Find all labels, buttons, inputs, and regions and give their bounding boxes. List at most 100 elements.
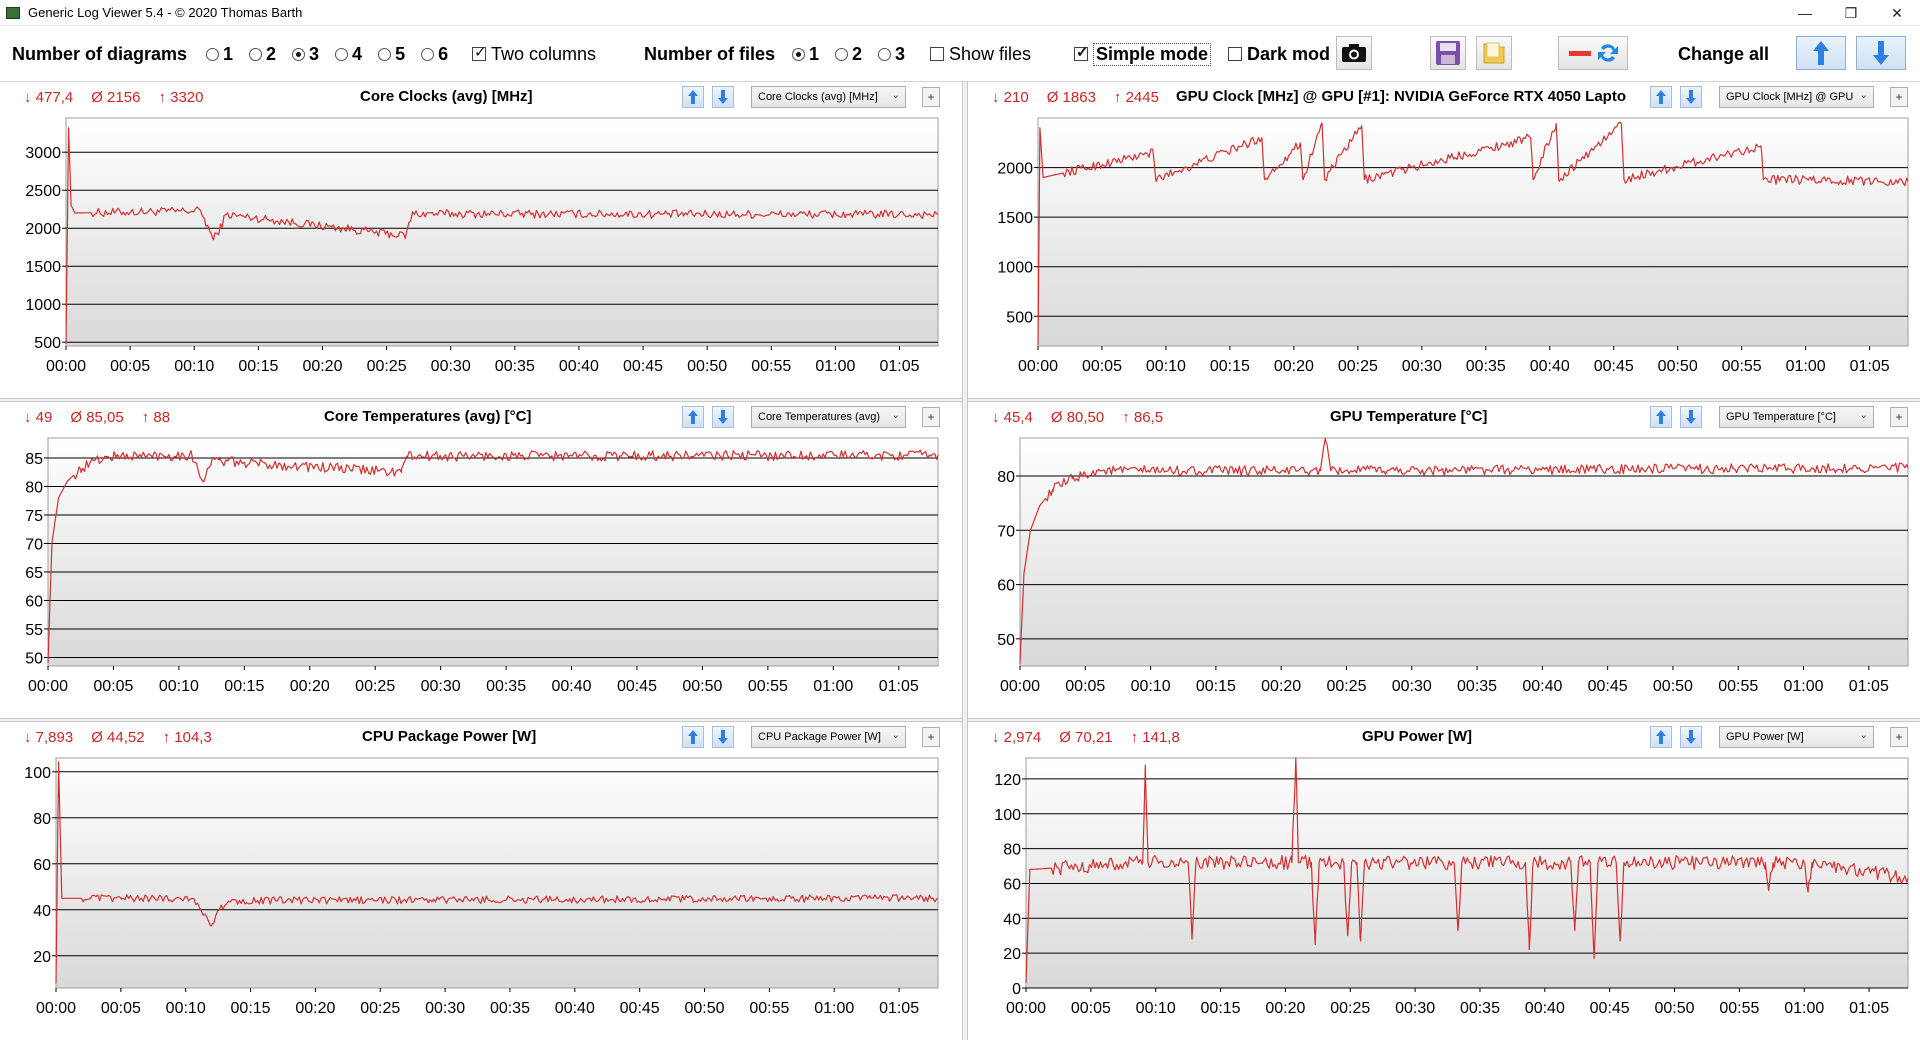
series-up-button[interactable] — [682, 406, 704, 428]
chevron-down-icon: ⌄ — [891, 410, 900, 421]
row-divider-left-2[interactable] — [0, 718, 962, 722]
series-up-button[interactable] — [1650, 86, 1672, 108]
diagrams-radio-3[interactable] — [292, 47, 306, 61]
diagrams-option-1: 1 — [223, 43, 234, 64]
stat-min-value: ↓ 7,893 — [24, 729, 74, 746]
minimize-button[interactable]: — — [1798, 5, 1812, 21]
add-series-button[interactable]: + — [1890, 87, 1908, 107]
stat-max-value: ↑ 2445 — [1113, 89, 1159, 106]
x-tick-label: 00:00 — [1006, 1000, 1046, 1017]
chevron-down-icon: ⌄ — [891, 730, 900, 741]
reset-swap-button[interactable] — [1558, 36, 1628, 70]
row-divider-right-2[interactable] — [968, 718, 1920, 722]
close-button[interactable]: ✕ — [1891, 4, 1903, 21]
stat-min-value: ↓ 45,4 — [992, 409, 1033, 426]
row-divider-left-1[interactable] — [0, 398, 962, 402]
plot-area — [1037, 117, 1909, 347]
simple-mode-checkbox[interactable] — [1074, 43, 1089, 61]
diagram-title: GPU Power [W] — [1362, 728, 1473, 745]
y-tick-label: 1500 — [997, 210, 1033, 227]
series-up-button[interactable] — [682, 726, 704, 748]
x-tick-label: 00:25 — [1326, 678, 1366, 695]
series-select[interactable]: GPU Temperature [°C] ⌄ — [1719, 406, 1874, 428]
show-files-toggle[interactable]: Show files — [930, 26, 1031, 82]
change-all-label: Change all — [1678, 43, 1770, 64]
add-series-button[interactable]: + — [1890, 407, 1908, 427]
x-tick-label: 00:05 — [1082, 358, 1122, 375]
y-tick-label: 60 — [997, 578, 1015, 595]
stat-min-value: ↓ 477,4 — [24, 89, 74, 106]
change-all-down-button[interactable] — [1856, 36, 1906, 70]
x-tick-label: 00:55 — [1719, 1000, 1759, 1017]
diagrams-radio-1[interactable] — [206, 47, 219, 61]
series-select[interactable]: GPU Clock [MHz] @ GPU ⌄ — [1719, 86, 1874, 108]
arrow-down-icon — [1686, 90, 1696, 104]
add-series-button[interactable]: + — [922, 727, 940, 747]
dark-mode-toggle[interactable]: Dark mod — [1228, 26, 1330, 82]
files-radio-1[interactable] — [792, 47, 805, 61]
y-tick-label: 3000 — [25, 145, 61, 162]
x-tick-label: 00:35 — [490, 1000, 530, 1017]
y-tick-label: 100 — [24, 765, 51, 782]
change-all-up-button[interactable] — [1796, 36, 1846, 70]
x-tick-label: 01:05 — [879, 1000, 919, 1017]
series-up-button[interactable] — [1650, 406, 1672, 428]
series-select[interactable]: CPU Package Power [W] ⌄ — [751, 726, 906, 748]
y-tick-label: 100 — [994, 807, 1021, 824]
diagrams-option-4: 4 — [352, 43, 363, 64]
x-tick-label: 00:00 — [1000, 678, 1040, 695]
panel-gpu-clock: ↓ 210 Ø 1863 ↑ 2445 GPU Clock [MHz] @ GPU [… — [968, 82, 1920, 398]
add-series-button[interactable]: + — [922, 87, 940, 107]
x-tick-label: 00:00 — [28, 678, 68, 695]
open-folder-button[interactable] — [1476, 36, 1512, 70]
dark-mode-checkbox[interactable] — [1228, 47, 1242, 61]
series-select[interactable]: Core Temperatures (avg) ⌄ — [751, 406, 906, 428]
x-tick-label: 00:40 — [559, 358, 599, 375]
x-tick-label: 00:50 — [1658, 358, 1698, 375]
series-up-button[interactable] — [682, 86, 704, 108]
files-radio-3[interactable] — [878, 47, 892, 61]
save-button[interactable] — [1430, 36, 1466, 70]
x-tick-label: 00:25 — [367, 358, 407, 375]
x-tick-label: 00:05 — [1071, 1000, 1111, 1017]
x-tick-label: 00:40 — [1525, 1000, 1565, 1017]
stat-avg-value: Ø 2156 — [91, 89, 141, 106]
series-down-button[interactable] — [712, 406, 734, 428]
files-option-2: 2 — [852, 43, 863, 64]
simple-mode-toggle[interactable]: Simple mode — [1074, 26, 1212, 82]
files-label: Number of files — [644, 43, 776, 64]
series-down-button[interactable] — [1680, 406, 1702, 428]
series-down-button[interactable] — [1680, 86, 1702, 108]
y-tick-label: 0 — [1012, 981, 1021, 998]
series-down-button[interactable] — [1680, 726, 1702, 748]
x-tick-label: 00:20 — [290, 678, 330, 695]
add-series-button[interactable]: + — [922, 407, 940, 427]
series-up-button[interactable] — [1650, 726, 1672, 748]
diagrams-radio-5[interactable] — [378, 47, 392, 61]
x-tick-label: 00:15 — [1196, 678, 1236, 695]
row-divider-right-1[interactable] — [968, 398, 1920, 402]
floppy-disk-icon — [1436, 41, 1460, 65]
show-files-checkbox[interactable] — [930, 47, 944, 61]
series-select[interactable]: Core Clocks (avg) [MHz] ⌄ — [751, 86, 906, 108]
camera-button[interactable] — [1336, 36, 1372, 70]
panel-gpu-power: ↓ 2,974 Ø 70,21 ↑ 141,8 GPU Power [W] GPU Po… — [968, 722, 1920, 1040]
simple-mode-label: Simple mode — [1093, 42, 1212, 66]
column-divider[interactable] — [962, 82, 968, 1040]
diagrams-radio-4[interactable] — [335, 47, 349, 61]
stats-gpu-power: ↓ 2,974 Ø 70,21 ↑ 141,8 — [992, 729, 1198, 746]
two-columns-toggle[interactable]: Two columns — [472, 26, 596, 82]
y-tick-label: 40 — [1003, 911, 1021, 928]
series-down-button[interactable] — [712, 726, 734, 748]
files-radio-2[interactable] — [835, 47, 849, 61]
diagrams-radio-6[interactable] — [421, 47, 435, 61]
series-select[interactable]: GPU Power [W] ⌄ — [1719, 726, 1874, 748]
series-down-button[interactable] — [712, 86, 734, 108]
diagrams-radio-2[interactable] — [249, 47, 263, 61]
two-columns-checkbox[interactable] — [472, 43, 487, 61]
restore-button[interactable]: ❐ — [1844, 4, 1858, 21]
y-tick-label: 50 — [25, 650, 43, 667]
diagrams-option-5: 5 — [395, 43, 406, 64]
x-tick-label: 00:55 — [1722, 358, 1762, 375]
add-series-button[interactable]: + — [1890, 727, 1908, 747]
